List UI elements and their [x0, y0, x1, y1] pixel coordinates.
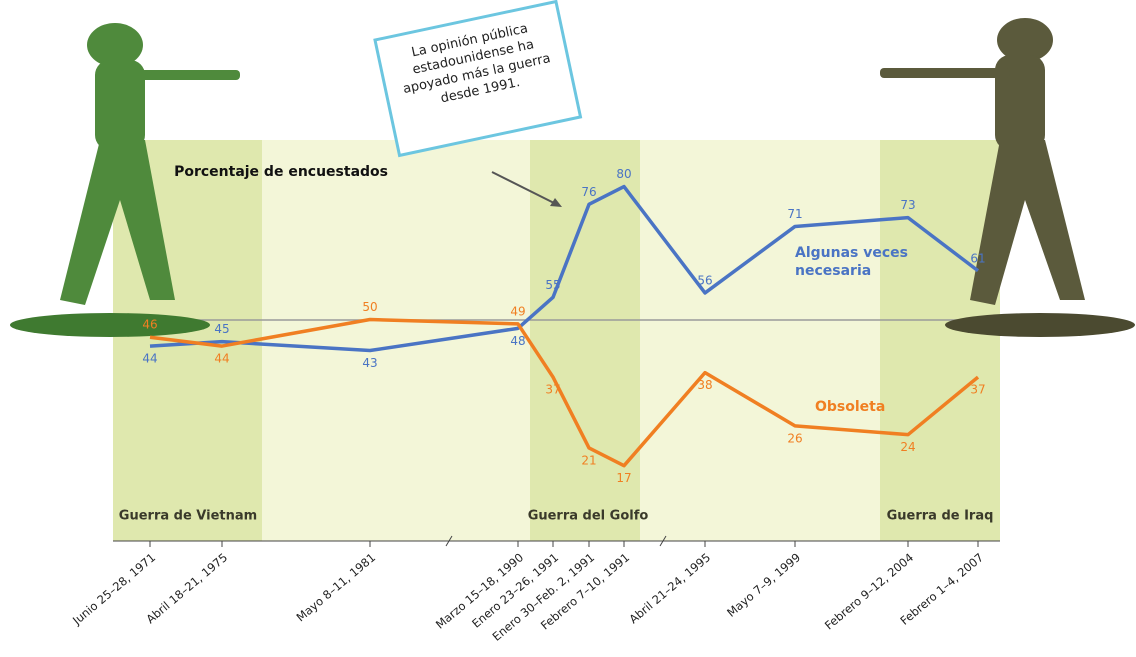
value-label: 44 [142, 352, 157, 366]
soldier-left [10, 23, 240, 337]
value-label: 50 [362, 300, 377, 314]
value-label: 24 [900, 440, 915, 454]
period-band [530, 140, 640, 541]
axis-break [445, 535, 667, 547]
annotation-note: La opinión pública estadounidense ha apo… [373, 0, 583, 158]
value-label: 44 [214, 352, 229, 366]
soldier-right [880, 18, 1135, 337]
note-box [373, 0, 583, 158]
value-label: 76 [581, 185, 596, 199]
value-label: 37 [545, 383, 560, 397]
period-label: Guerra del Golfo [528, 509, 649, 524]
value-label: 80 [616, 167, 631, 181]
value-label: 26 [787, 431, 802, 445]
value-label: 21 [581, 453, 596, 467]
x-tick-label: Abril 21–24, 1995 [626, 550, 713, 626]
annotation-arrowhead [550, 198, 562, 207]
value-label: 55 [545, 278, 560, 292]
subtitle: Porcentaje de encuestados [174, 164, 388, 180]
value-label: 37 [970, 383, 985, 397]
value-label: 48 [510, 334, 525, 348]
value-label: 73 [900, 198, 915, 212]
series-label: Algunas veces necesaria [795, 245, 908, 279]
value-label: 17 [616, 471, 631, 485]
x-tick-label: Mayo 8–11, 1981 [294, 550, 379, 624]
series-line [149, 317, 980, 468]
value-label: 56 [697, 273, 712, 287]
value-label: 45 [214, 322, 229, 336]
value-label: 49 [510, 304, 525, 318]
value-label: 71 [787, 207, 802, 221]
value-label: 46 [142, 318, 157, 332]
period-label: Guerra de Iraq [887, 509, 994, 524]
value-label: 38 [697, 378, 712, 392]
annotation-arrow [491, 171, 559, 206]
period-band [880, 140, 1000, 541]
series-label-box: Algunas veces necesaria [795, 245, 908, 279]
series-line [149, 184, 980, 353]
period-label: Guerra de Vietnam [119, 509, 257, 524]
series-label-box: Obsoleta [815, 399, 886, 415]
value-label: 61 [970, 251, 985, 265]
x-tick-label: Mayo 7–9, 1999 [724, 550, 803, 619]
series-label: Obsoleta [815, 399, 886, 415]
value-label: 43 [362, 356, 377, 370]
